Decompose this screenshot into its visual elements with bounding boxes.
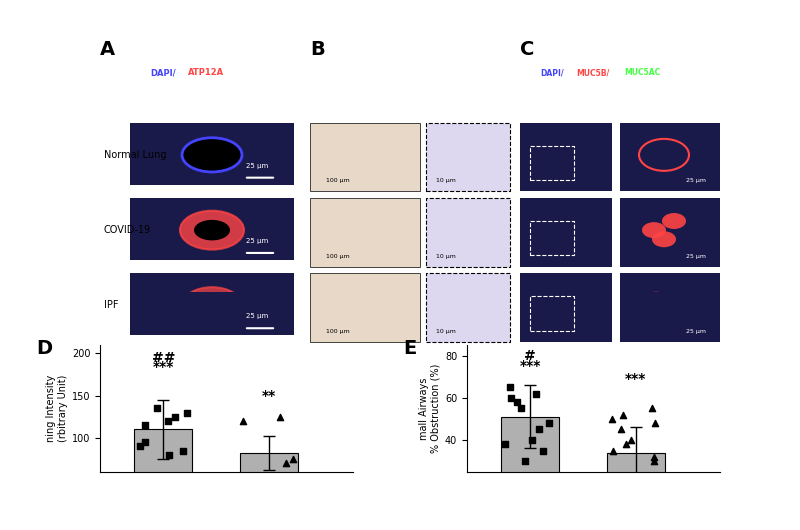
Text: Normal Lung: Normal Lung [104,150,166,160]
Point [510,398,523,406]
Text: ***: *** [519,359,541,373]
FancyBboxPatch shape [426,273,510,342]
Point [503,383,516,392]
Text: 25 μm: 25 μm [246,313,268,319]
Point [649,419,662,427]
Point [514,404,527,412]
Point [526,436,538,444]
Point [274,412,286,421]
Text: C: C [520,40,534,59]
FancyBboxPatch shape [620,123,720,191]
Text: ##: ## [151,351,175,365]
Point [176,446,189,455]
Ellipse shape [642,292,670,310]
Point [181,408,194,417]
Text: 10 μm: 10 μm [436,253,456,259]
Point [614,425,627,434]
Text: COVID-19: COVID-19 [104,225,151,235]
Ellipse shape [182,138,242,172]
FancyBboxPatch shape [130,198,294,260]
Y-axis label: ning Intensity
(rbitrary Unit): ning Intensity (rbitrary Unit) [46,375,68,442]
FancyBboxPatch shape [520,198,612,267]
Text: IPF: IPF [104,301,118,311]
Text: 25 μm: 25 μm [686,329,706,334]
Point [169,412,182,421]
Text: 100 μm: 100 μm [326,178,350,183]
Text: 10 μm: 10 μm [436,178,456,183]
Point [138,421,151,429]
Text: B: B [310,40,325,59]
Text: 25 μm: 25 μm [246,238,268,244]
Ellipse shape [194,220,230,241]
FancyBboxPatch shape [520,123,612,191]
Text: 25 μm: 25 μm [686,253,706,259]
Ellipse shape [662,213,686,229]
Point [162,450,175,459]
FancyBboxPatch shape [620,198,720,267]
Point [536,446,549,455]
Ellipse shape [180,211,244,250]
Point [533,425,546,434]
Point [648,457,661,465]
Point [542,419,555,427]
Point [150,404,163,412]
FancyBboxPatch shape [310,273,420,342]
Point [138,438,151,446]
Point [134,442,146,450]
Point [607,446,620,455]
Point [645,404,658,412]
Text: ATP12A: ATP12A [188,68,224,77]
FancyBboxPatch shape [520,273,612,342]
Text: 10 μm: 10 μm [436,329,456,334]
FancyBboxPatch shape [426,123,510,191]
Point [287,455,300,463]
Point [624,436,637,444]
Point [530,390,542,398]
FancyBboxPatch shape [310,198,420,267]
Bar [606,453,665,525]
Point [280,459,293,467]
Text: MUC5AC: MUC5AC [624,68,660,77]
Text: 25 μm: 25 μm [686,178,706,183]
Text: E: E [404,339,417,358]
Point [619,440,632,448]
Text: DAPI/: DAPI/ [150,68,176,77]
Text: 100 μm: 100 μm [326,253,350,259]
Point [606,414,618,423]
Text: ***: *** [625,372,646,386]
Point [505,394,518,402]
Point [518,457,531,465]
Bar [502,417,559,525]
Y-axis label: mall Airways
% Obstruction (%): mall Airways % Obstruction (%) [419,364,441,453]
Point [647,453,660,461]
Point [237,417,250,425]
Text: 25 μm: 25 μm [246,163,268,169]
Text: MUC5B/: MUC5B/ [576,68,610,77]
Text: ***: *** [153,360,174,374]
FancyBboxPatch shape [620,273,720,342]
FancyBboxPatch shape [310,123,420,191]
Text: **: ** [262,388,276,403]
Bar [134,429,192,523]
Ellipse shape [182,287,242,324]
Text: A: A [100,40,115,59]
Ellipse shape [642,222,666,238]
FancyBboxPatch shape [130,273,294,335]
Text: D: D [37,339,53,358]
Ellipse shape [652,231,676,248]
Ellipse shape [658,301,686,319]
Point [162,417,175,425]
FancyBboxPatch shape [426,198,510,267]
Point [499,440,512,448]
Text: 100 μm: 100 μm [326,329,350,334]
Ellipse shape [196,296,228,314]
Text: #: # [524,349,536,363]
FancyBboxPatch shape [130,123,294,184]
Point [616,410,629,419]
Text: DAPI/: DAPI/ [540,68,564,77]
Bar [240,453,298,523]
